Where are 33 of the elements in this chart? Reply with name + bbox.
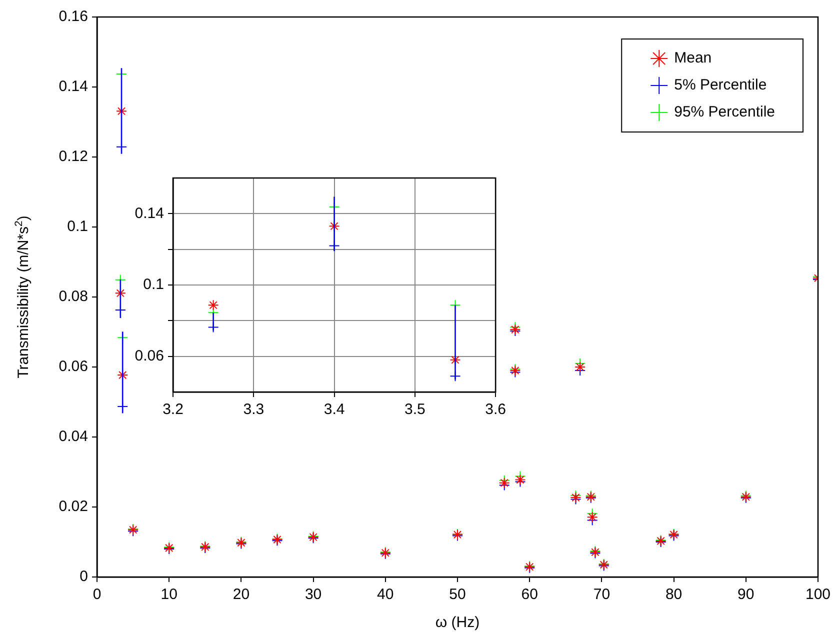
y-axis-title: Transmissibility (m/N*s2) [13,216,32,378]
x-tick-label: 70 [593,586,610,604]
y-tick-label: 0.06 [134,347,164,364]
x-axis-title: ω (Hz) [435,614,480,631]
y-tick-label: 0.1 [143,276,164,294]
y-tick-label: 0.12 [58,148,88,166]
x-tick-label: 40 [377,586,394,604]
legend-label: Mean [674,50,712,67]
x-tick-label: 50 [449,586,466,604]
legend-label: 95% Percentile [674,104,776,121]
y-tick-label: 0.02 [58,498,88,516]
y-tick-label: 0.14 [58,78,88,96]
x-tick-label: 3.5 [404,401,426,418]
y-tick-label: 0.06 [58,358,88,376]
x-tick-label: 90 [738,586,754,604]
x-tick-label: 0 [92,586,102,604]
x-tick-label: 3.6 [485,401,506,418]
x-tick-label: 10 [160,586,178,604]
legend-label: 5% Percentile [674,76,767,94]
y-tick-label: 0.04 [58,428,88,446]
x-tick-label: 3.3 [243,401,264,418]
x-tick-label: 30 [304,586,322,604]
y-tick-label: 0.1 [67,218,88,236]
y-tick-label: 0.08 [58,288,88,306]
x-tick-label: 80 [665,586,682,604]
x-tick-label: 60 [521,586,538,604]
y-tick-label: 0.16 [58,8,88,26]
x-tick-label: 3.4 [324,401,345,418]
x-tick-label: 3.2 [162,401,184,418]
y-tick-label: 0.14 [134,204,164,222]
x-tick-label: 20 [232,586,250,604]
y-tick-label: 0 [80,568,88,586]
x-tick-label: 100 [805,586,831,604]
